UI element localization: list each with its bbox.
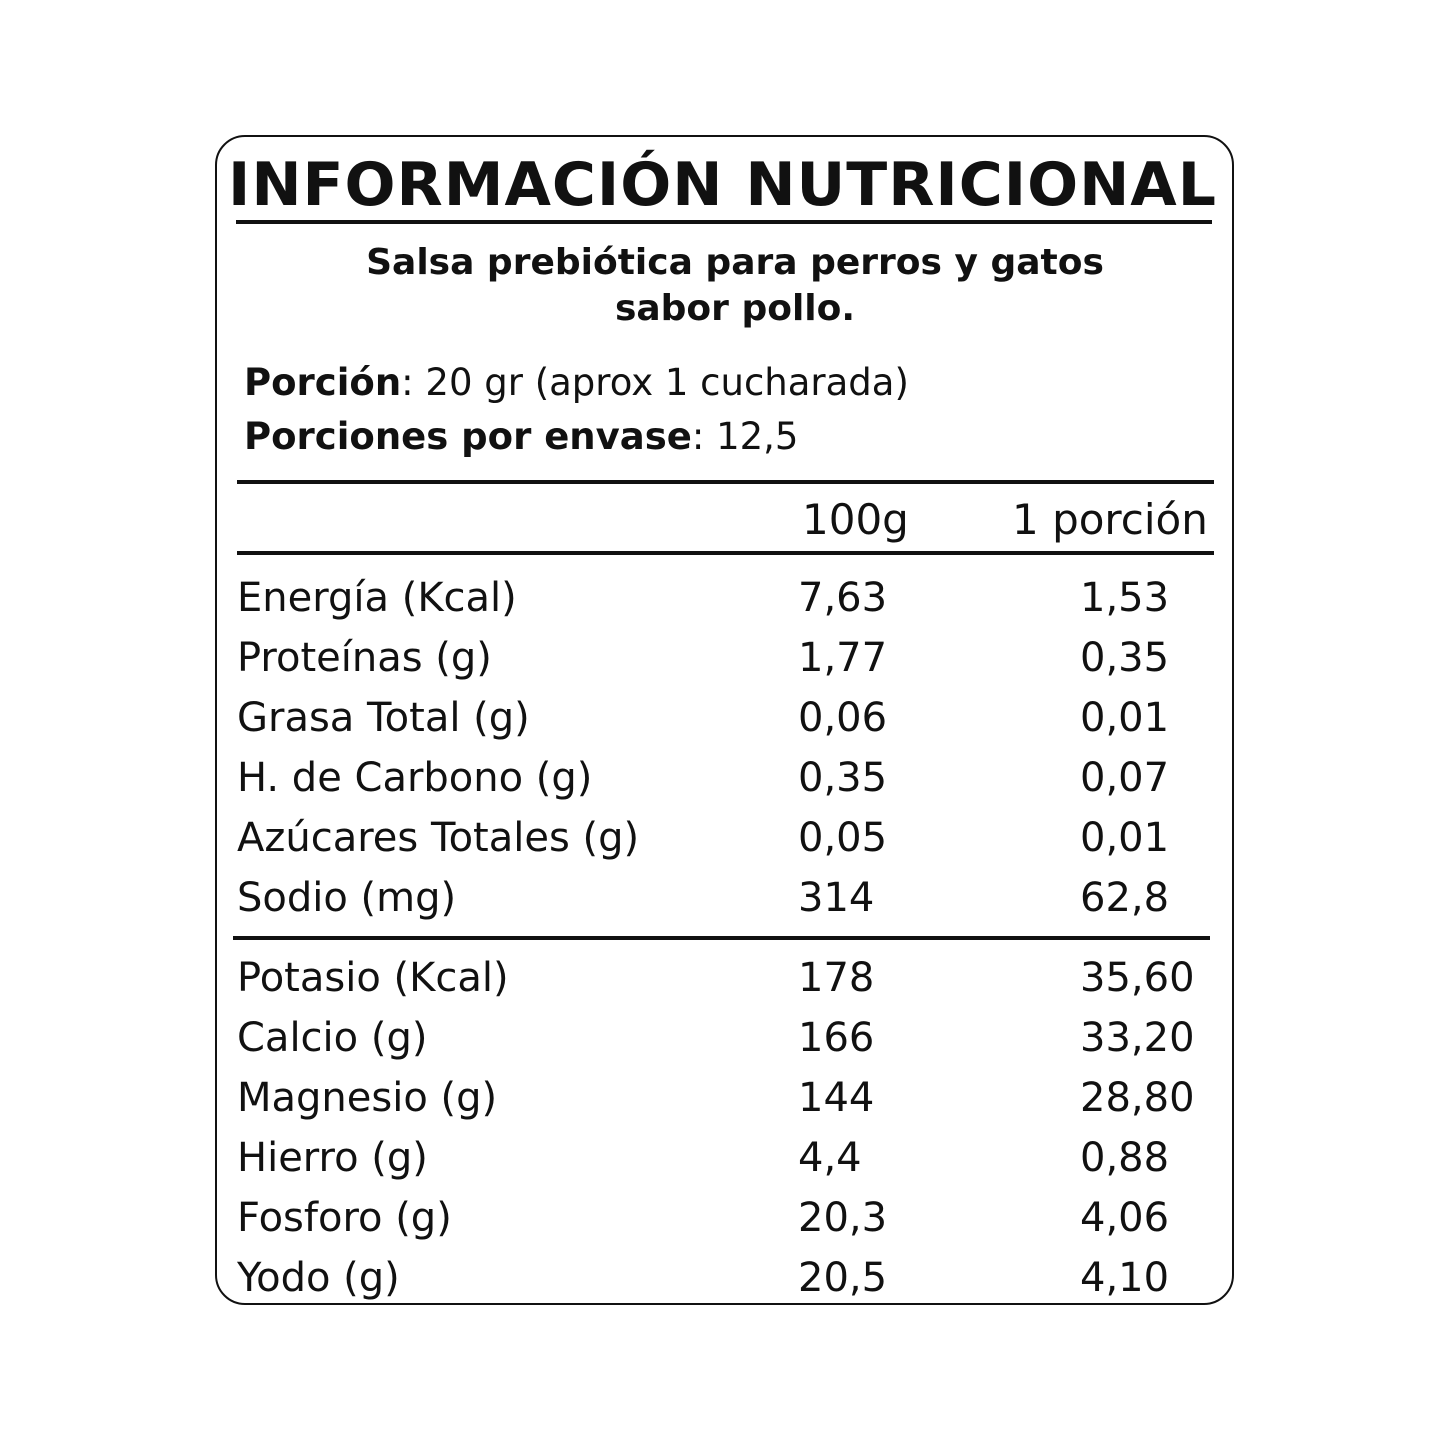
value-per-portion: 1,53: [1080, 575, 1170, 621]
value-per-100g: 166: [798, 1015, 875, 1061]
value-per-100g: 0,06: [798, 695, 888, 741]
table-row: Proteínas (g) 1,77 0,35: [0, 633, 1445, 693]
value-per-portion: 0,88: [1080, 1135, 1170, 1181]
value-per-100g: 20,3: [798, 1195, 888, 1241]
value-per-100g: 0,05: [798, 815, 888, 861]
servings-line: Porciones por envase: 12,5: [244, 414, 798, 460]
servings-value: : 12,5: [691, 415, 799, 458]
table-row: Sodio (mg) 314 62,8: [0, 873, 1445, 933]
header-divider-bottom: [237, 551, 1214, 555]
portion-line: Porción: 20 gr (aprox 1 cucharada): [244, 360, 909, 406]
value-per-portion: 0,01: [1080, 815, 1170, 861]
table-row: Azúcares Totales (g) 0,05 0,01: [0, 813, 1445, 873]
table-row: H. de Carbono (g) 0,35 0,07: [0, 753, 1445, 813]
column-header-100g: 100g: [802, 495, 909, 544]
value-per-100g: 0,35: [798, 755, 888, 801]
nutrient-name: Sodio (mg): [237, 875, 457, 921]
nutrient-name: Calcio (g): [237, 1015, 428, 1061]
value-per-portion: 0,35: [1080, 635, 1170, 681]
value-per-100g: 7,63: [798, 575, 888, 621]
nutrient-name: H. de Carbono (g): [237, 755, 593, 801]
nutrient-name: Azúcares Totales (g): [237, 815, 640, 861]
nutrient-name: Proteínas (g): [237, 635, 492, 681]
value-per-100g: 4,4: [798, 1135, 862, 1181]
product-name-line2: sabor pollo.: [614, 288, 856, 329]
table-row: Magnesio (g) 144 28,80: [0, 1073, 1445, 1133]
table-row: Grasa Total (g) 0,06 0,01: [0, 693, 1445, 753]
value-per-portion: 62,8: [1080, 875, 1170, 921]
value-per-portion: 33,20: [1080, 1015, 1195, 1061]
table-row: Potasio (Kcal) 178 35,60: [0, 953, 1445, 1013]
value-per-100g: 144: [798, 1075, 875, 1121]
table-row: Hierro (g) 4,4 0,88: [0, 1133, 1445, 1193]
nutrient-name: Grasa Total (g): [237, 695, 530, 741]
table-row: Energía (Kcal) 7,63 1,53: [0, 573, 1445, 633]
nutrient-name: Energía (Kcal): [237, 575, 517, 621]
column-header-portion: 1 porción: [1012, 495, 1208, 544]
nutrient-name: Magnesio (g): [237, 1075, 498, 1121]
nutrient-name: Fosforo (g): [237, 1195, 452, 1241]
table-row: Yodo (g) 20,5 4,10: [0, 1253, 1445, 1313]
page-title: INFORMACIÓN NUTRICIONAL: [228, 150, 1217, 220]
portion-label: Porción: [244, 361, 402, 404]
value-per-portion: 0,07: [1080, 755, 1170, 801]
value-per-100g: 20,5: [798, 1255, 888, 1301]
servings-label: Porciones por envase: [244, 415, 692, 458]
nutrient-name: Yodo (g): [237, 1255, 400, 1301]
table-row: Calcio (g) 166 33,20: [0, 1013, 1445, 1073]
portion-value: : 20 gr (aprox 1 cucharada): [401, 361, 909, 404]
title-divider: [236, 220, 1212, 224]
value-per-portion: 35,60: [1080, 955, 1195, 1001]
value-per-portion: 28,80: [1080, 1075, 1195, 1121]
product-name-line1: Salsa prebiótica para perros y gatos: [366, 242, 1104, 283]
minerals-divider: [233, 936, 1210, 940]
value-per-100g: 314: [798, 875, 875, 921]
nutrient-name: Hierro (g): [237, 1135, 428, 1181]
value-per-portion: 4,10: [1080, 1255, 1170, 1301]
value-per-100g: 178: [798, 955, 875, 1001]
table-row: Fosforo (g) 20,3 4,06: [0, 1193, 1445, 1253]
value-per-portion: 0,01: [1080, 695, 1170, 741]
nutrition-panel: [215, 135, 1234, 1305]
nutrient-name: Potasio (Kcal): [237, 955, 509, 1001]
header-divider-top: [237, 480, 1214, 484]
value-per-100g: 1,77: [798, 635, 888, 681]
value-per-portion: 4,06: [1080, 1195, 1170, 1241]
